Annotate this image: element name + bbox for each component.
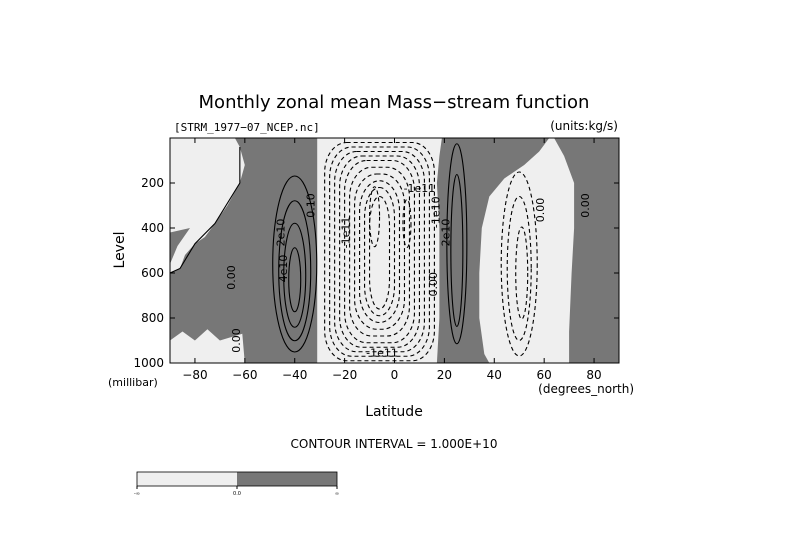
chart-title: Monthly zonal mean Mass−stream function [199,92,590,113]
colorbar-bin [137,472,237,486]
x-tick-label: −20 [332,368,357,382]
contour-label: -1e11 [404,182,436,195]
positive-region-cap [170,228,190,264]
contour-tropics-9 [364,186,396,317]
contour-tropics-8 [359,180,401,324]
contour-label: 0.10 [305,193,318,218]
x-unit-label: (degrees_north) [538,382,634,396]
y-axis: 200 400 600 800 1000 [133,176,619,370]
contour-50n-1 [500,171,538,357]
contour-label: -1e10 [429,196,442,228]
x-axis-label: Latitude [365,404,423,420]
file-label: [STRM_1977−07_NCEP.nc] [174,121,320,134]
contour-tropics-3 [334,150,425,353]
x-axis: −80 −60 −40 −20 0 20 40 60 80 [182,138,602,382]
contour-label: 2e10 [439,219,452,247]
x-tick-label: −60 [232,368,257,382]
contour-tropics-core-2 [402,198,412,249]
x-tick-label: 40 [487,368,502,382]
units-label: (units:kg/s) [550,119,618,133]
y-tick-label: 800 [141,311,164,325]
contour-tropics-core [368,186,381,248]
contour-50n-3 [515,226,529,320]
contour-label: 0.00 [225,265,238,290]
contour-lines [169,141,538,362]
plot-area: 0.002e104e100.10-1e11-1e11-1e102e100.000… [169,137,620,364]
x-tick-label: −40 [282,368,307,382]
contour-label: 0.00 [579,193,592,218]
contour-zero-sh [169,147,241,274]
contour-tropics-4 [339,155,420,348]
contour-tropics-10 [369,195,391,310]
contour-50n-2 [506,195,532,342]
positive-region-sh [170,138,318,363]
contour-tropics-7 [354,173,406,330]
colorbar-tick-label: 0.0 [233,491,241,497]
contour-label: 0.00 [427,272,440,297]
contour-nh-1 [446,143,468,345]
contour-label: 2e10 [275,219,288,247]
contour-tropics-2 [329,146,430,357]
x-tick-label: 0 [391,368,399,382]
contour-label: 0.00 [230,328,243,353]
contour-interval-label: CONTOUR INTERVAL = 1.000E+10 [291,437,498,451]
colorbar-bin [237,472,337,486]
y-tick-label: 200 [141,176,164,190]
contour-sh-2 [278,200,312,342]
x-tick-label: 80 [586,368,601,382]
y-axis-label: Level [112,232,128,269]
positive-region-nh-2 [554,138,619,363]
x-tick-label: 60 [537,368,552,382]
contour-sh-4 [288,247,302,313]
contour-label: 0.00 [534,198,547,223]
y-tick-label: 400 [141,221,164,235]
colorbar: -∞ 0.0 ∞ [134,471,339,497]
y-tick-label: 1000 [133,356,164,370]
contour-sh-1 [272,175,318,353]
y-unit-label: (millibar) [108,376,158,389]
x-tick-label: 20 [437,368,452,382]
x-tick-label: −80 [182,368,207,382]
y-tick-label: 600 [141,266,164,280]
contour-tropics-5 [344,159,416,344]
contour-labels: 0.002e104e100.10-1e11-1e11-1e102e100.000… [225,182,592,359]
contour-nh-2 [450,173,464,328]
contour-tropics-6 [349,166,411,337]
contour-sh-3 [283,222,307,328]
contour-tropics-1 [324,141,435,362]
contour-label: -1e11 [366,346,398,359]
contour-label: -1e11 [340,217,353,249]
colorbar-tick-label: -∞ [134,491,140,497]
contour-label: 4e10 [277,255,290,283]
colorbar-tick-label: ∞ [335,491,339,497]
